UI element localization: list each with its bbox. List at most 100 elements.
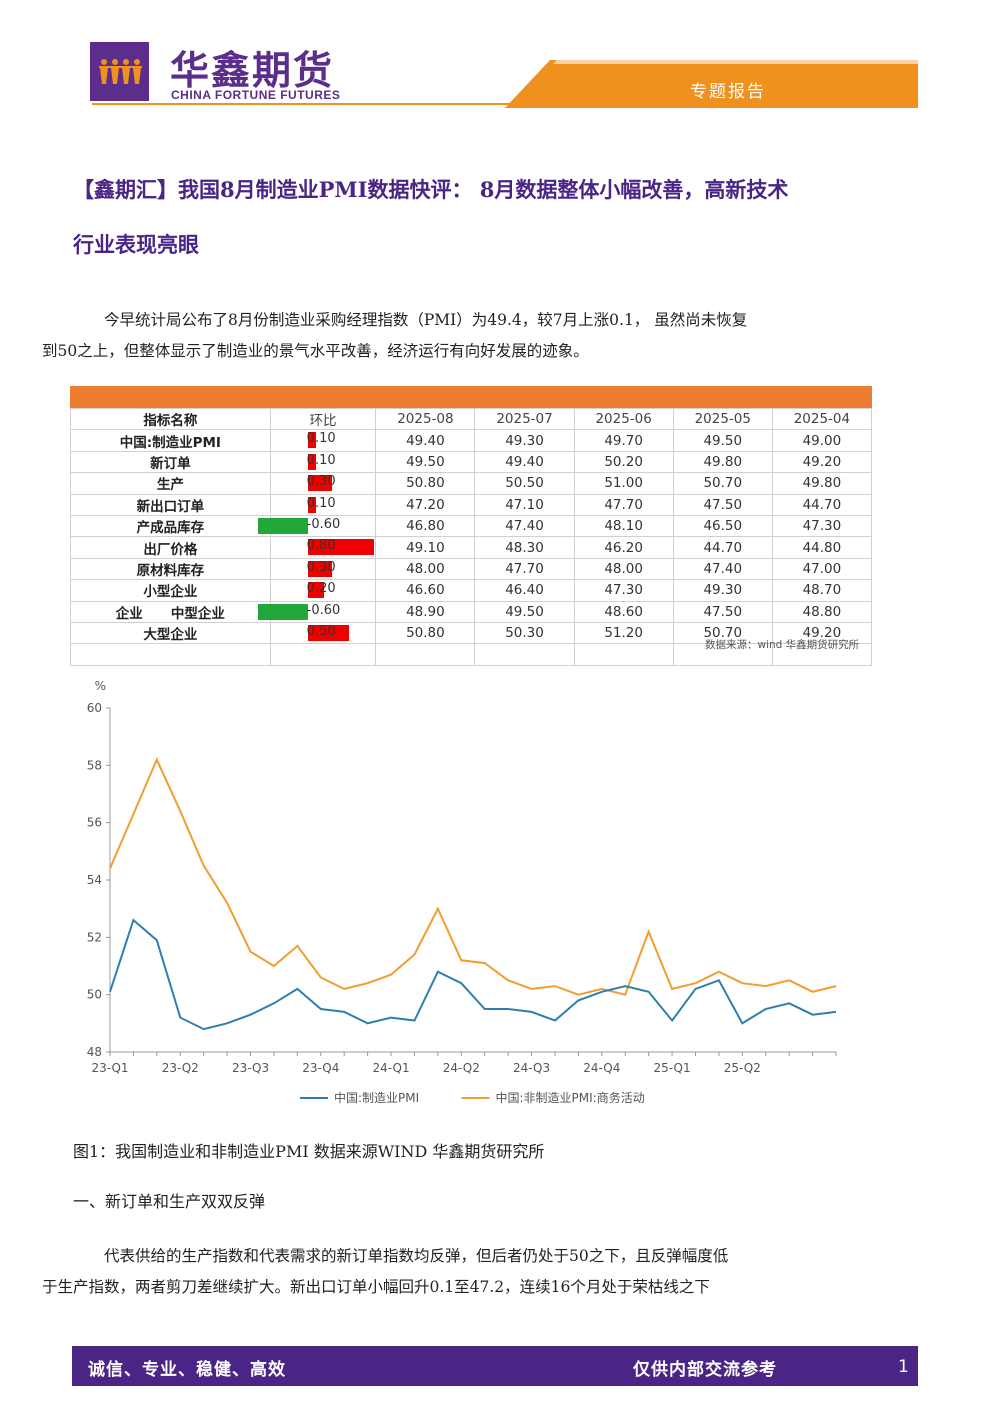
x-tick-label: 24-Q4 (583, 1061, 620, 1075)
section-paragraph: 代表供给的生产指数和代表需求的新订单指数均反弹，但后者仍处于50之下，且反弹幅度… (42, 1241, 911, 1303)
x-tick-label: 23-Q1 (91, 1061, 128, 1075)
value-cell: 46.40 (474, 579, 575, 602)
change-value: 0.80 (306, 538, 336, 554)
header-band (505, 60, 918, 108)
value-cell: 47.30 (573, 579, 674, 602)
legend-label: 中国:制造业PMI (334, 1090, 419, 1105)
row-name: 新出口订单 (70, 493, 271, 516)
value-cell: 50.50 (474, 472, 575, 495)
page-number: 1 (898, 1357, 909, 1377)
x-tick-label: 24-Q2 (443, 1061, 480, 1075)
change-cell: 0.20 (269, 579, 377, 602)
change-cell: 0.10 (269, 450, 377, 474)
value-cell: 50.80 (375, 472, 476, 495)
change-cell: 0.50 (269, 621, 377, 645)
value-cell: 47.70 (573, 493, 674, 516)
footer-notice: 仅供内部交流参考 (633, 1360, 777, 1380)
value-cell: 48.30 (474, 536, 575, 559)
value-cell: 48.00 (375, 557, 476, 581)
intro-paragraph: 今早统计局公布了8月份制造业采购经理指数（PMI）为49.4，较7月上涨0.1，… (42, 305, 911, 367)
report-title-line2: 行业表现亮眼 (73, 232, 199, 257)
value-cell: 47.70 (474, 557, 575, 581)
value-cell: 50.70 (672, 472, 773, 495)
value-cell: 49.40 (474, 450, 575, 474)
value-cell: 49.40 (375, 429, 476, 452)
pmi-table: 指标名称 环比 2025-08 2025-07 2025-06 2025-05 … (70, 407, 873, 666)
empty-cell (269, 643, 377, 666)
value-cell: 49.50 (375, 450, 476, 474)
table-row: 中国:制造业PMI 0.10 49.40 49.30 49.70 49.50 49.00 (70, 429, 873, 452)
x-tick-label: 25-Q2 (724, 1061, 761, 1075)
change-value: 0.50 (306, 623, 336, 639)
change-bar (307, 539, 374, 556)
value-cell: 47.50 (672, 600, 773, 623)
value-cell: 48.80 (771, 600, 873, 623)
row-name: 生产 (70, 472, 271, 495)
change-bar (307, 582, 325, 599)
change-cell: 0.10 (269, 493, 377, 516)
series-line (109, 757, 837, 996)
y-tick-label: 52 (87, 930, 102, 944)
value-cell: 47.10 (474, 493, 575, 516)
section-heading: 一、新订单和生产双双反弹 (73, 1192, 266, 1211)
value-cell: 49.20 (771, 450, 873, 474)
value-cell: 46.50 (672, 514, 773, 538)
change-cell: -0.60 (258, 514, 377, 538)
empty-cell (573, 643, 674, 666)
value-cell: 48.90 (375, 600, 476, 623)
change-value: 0.20 (306, 581, 336, 597)
change-bar (258, 603, 308, 620)
table-row: 新订单 0.10 49.50 49.40 50.20 49.80 49.20 (70, 450, 873, 474)
value-cell: 49.70 (573, 429, 674, 452)
table-footer-row (70, 643, 873, 666)
value-cell: 47.30 (771, 514, 873, 538)
empty-cell (70, 643, 271, 666)
value-cell: 50.80 (375, 621, 476, 645)
table-row: 小型企业 0.20 46.60 46.40 47.30 49.30 48.70 (70, 579, 873, 602)
value-cell: 46.60 (375, 579, 476, 602)
footer-bar (72, 1346, 918, 1386)
value-cell: 49.30 (672, 579, 773, 602)
value-cell: 48.10 (573, 514, 674, 538)
change-cell: 0.10 (269, 429, 377, 452)
brand-name-en: CHINA FORTUNE FUTURES (171, 88, 341, 102)
change-value: -0.60 (306, 516, 341, 532)
change-cell: 0.30 (269, 557, 377, 581)
section-line-1: 代表供给的生产指数和代表需求的新订单指数均反弹，但后者仍处于50之下，且反弹幅度… (104, 1247, 729, 1265)
table-row: 大型企业 0.50 50.80 50.30 51.20 50.70 49.20 (70, 621, 873, 645)
x-tick-label: 23-Q4 (302, 1061, 339, 1075)
table-header-row: 指标名称 环比 2025-08 2025-07 2025-06 2025-05 … (70, 407, 873, 431)
value-cell: 48.70 (771, 579, 873, 602)
logo-figures-icon (99, 59, 142, 84)
value-cell: 49.80 (771, 472, 873, 495)
y-tick-label: 58 (87, 758, 102, 772)
empty-cell (375, 643, 476, 666)
value-cell: 49.10 (375, 536, 476, 559)
table-row: 新出口订单 0.10 47.20 47.10 47.70 47.50 44.70 (70, 493, 873, 516)
row-name: 出厂价格 (70, 536, 271, 559)
y-axis-label: % (95, 679, 106, 693)
row-name: 大型企业 (70, 621, 271, 645)
value-cell: 49.30 (474, 429, 575, 452)
change-value: -0.60 (306, 602, 341, 618)
y-tick-label: 50 (87, 988, 102, 1002)
x-tick-label: 23-Q2 (162, 1061, 199, 1075)
change-value: 0.10 (306, 495, 336, 511)
value-cell: 50.30 (474, 621, 575, 645)
value-cell: 46.20 (573, 536, 674, 559)
col-header: 2025-06 (573, 407, 674, 431)
value-cell: 49.80 (672, 450, 773, 474)
value-cell: 49.00 (771, 429, 873, 452)
pmi-line-chart: % 48 50 52 54 56 58 60 23-Q1 23-Q2 23-Q3 23-Q4 24-Q1… (87, 679, 837, 1105)
value-cell: 46.80 (375, 514, 476, 538)
row-name: 产成品库存 (70, 514, 271, 538)
value-cell: 51.00 (573, 472, 674, 495)
row-name: 企业 中型企业 (70, 600, 271, 623)
y-tick-label: 48 (87, 1045, 102, 1059)
intro-line-2: 到50之上，但整体显示了制造业的景气水平改善，经济运行有向好发展的迹象。 (42, 342, 589, 360)
table-row: 原材料库存 0.30 48.00 47.70 48.00 47.40 47.00 (70, 557, 873, 581)
empty-cell (474, 643, 575, 666)
change-value: 0.10 (306, 452, 336, 468)
col-header: 2025-07 (474, 407, 575, 431)
value-cell: 44.70 (672, 536, 773, 559)
